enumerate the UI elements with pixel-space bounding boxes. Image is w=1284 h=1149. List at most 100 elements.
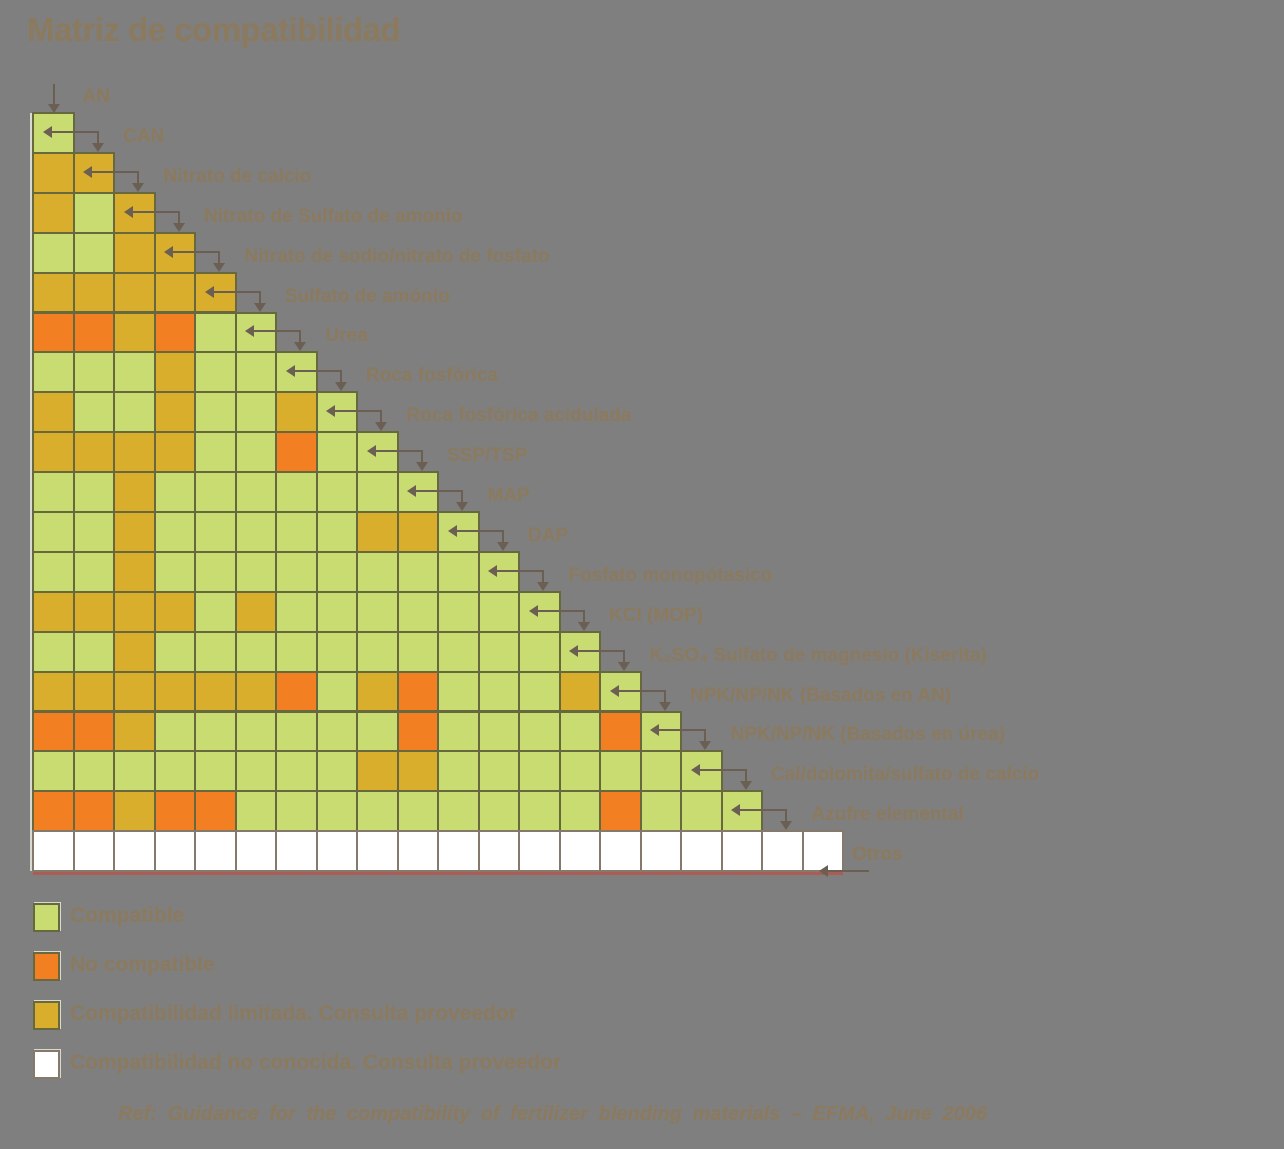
- arrowhead-down-icon: [618, 661, 630, 671]
- matrix-cell: [32, 550, 75, 593]
- matrix-cell: [153, 550, 196, 593]
- matrix-cell: [32, 630, 75, 673]
- matrix-cell: [477, 750, 520, 793]
- arrowhead-left-icon: [123, 205, 133, 218]
- matrix-cell: [356, 431, 399, 474]
- arrow-line: [414, 490, 463, 492]
- matrix-cell: [194, 550, 237, 593]
- legend-swatch-green: [33, 903, 60, 932]
- arrowhead-down-icon: [132, 182, 144, 192]
- matrix-cell: [315, 391, 358, 434]
- material-label: SSP/TSP: [447, 445, 528, 467]
- matrix-cell: [315, 710, 358, 753]
- matrix-cell: [356, 471, 399, 513]
- matrix-cell: [113, 511, 156, 553]
- matrix-cell: [234, 550, 277, 593]
- arrowhead-down-icon: [739, 781, 752, 791]
- matrix-cell: [315, 830, 358, 873]
- matrix-cell: [153, 590, 196, 633]
- matrix-cell: [275, 790, 318, 833]
- matrix-cell: [275, 431, 318, 474]
- arrowhead-down-icon: [780, 821, 792, 831]
- matrix-cell: [72, 511, 115, 553]
- material-label: Nitrato de sodio/nitrato de fosfato: [244, 245, 550, 267]
- matrix-cell: [113, 550, 156, 593]
- matrix-cell: [153, 511, 196, 553]
- matrix-cell: [518, 590, 561, 633]
- matrix-cell: [315, 550, 358, 593]
- legend-label: Compatible: [70, 904, 185, 927]
- arrowhead-left-icon: [731, 804, 740, 817]
- arrowhead-left-icon: [650, 724, 659, 737]
- matrix-cell: [275, 351, 318, 394]
- matrix-cell: [194, 790, 237, 833]
- matrix-cell: [315, 670, 358, 713]
- legend-label: Compatibilidad no conocida. Consulta pro…: [70, 1051, 562, 1074]
- matrix-cell: [356, 590, 399, 633]
- matrix-cell: [396, 830, 439, 873]
- matrix-cell: [234, 590, 277, 633]
- matrix-cell: [275, 471, 318, 513]
- matrix-cell: [477, 710, 520, 753]
- matrix-cell: [32, 191, 75, 234]
- legend-label: Compatibilidad limitada. Consulta provee…: [70, 1002, 517, 1025]
- matrix-cell: [153, 750, 196, 793]
- matrix-cell: [153, 351, 196, 394]
- material-label: Roca fosfórica: [366, 365, 498, 387]
- matrix-cell: [275, 830, 318, 873]
- arrow-line: [258, 290, 261, 304]
- matrix-cell: [437, 750, 480, 793]
- matrix-cell: [194, 511, 237, 553]
- matrix-cell: [153, 231, 196, 274]
- matrix-cell: [396, 590, 439, 633]
- matrix-cell: [234, 391, 277, 434]
- matrix-cell: [32, 830, 75, 873]
- matrix-cell: [32, 311, 75, 354]
- matrix-cell: [194, 710, 237, 753]
- matrix-cell: [72, 431, 115, 474]
- arrowhead-down-icon: [699, 741, 711, 751]
- matrix-cell: [477, 590, 520, 633]
- matrix-cell: [72, 271, 115, 314]
- matrix-cell: [356, 710, 399, 753]
- matrix-cell: [32, 391, 75, 434]
- arrowhead-left-icon: [164, 245, 173, 258]
- matrix-cell: [558, 630, 601, 673]
- matrix-cell: [680, 750, 723, 793]
- matrix-cell: [72, 550, 115, 593]
- matrix-cell: [234, 311, 277, 354]
- material-label: AN: [82, 86, 110, 107]
- matrix-cell: [32, 112, 75, 154]
- matrix-cell: [72, 351, 115, 394]
- arrowhead-down-icon: [253, 302, 266, 312]
- matrix-cell: [113, 431, 156, 474]
- matrix-cell: [518, 670, 561, 713]
- matrix-cell: [315, 511, 358, 553]
- matrix-cell: [153, 670, 196, 713]
- matrix-cell: [234, 830, 277, 873]
- legend-label: No compatible: [70, 953, 215, 976]
- arrow-line: [339, 370, 342, 384]
- matrix-cell: [356, 830, 399, 873]
- matrix-cell: [356, 750, 399, 793]
- matrix-cell: [194, 630, 237, 673]
- material-label: NPK/NP/NK (Basados en úrea): [730, 724, 1006, 746]
- matrix-cell: [437, 511, 480, 553]
- matrix-cell: [315, 471, 358, 513]
- arrow-line: [785, 809, 787, 823]
- matrix-cell: [720, 790, 763, 833]
- matrix-cell: [72, 231, 115, 274]
- matrix-cell: [153, 271, 196, 314]
- material-label: Urea: [325, 325, 368, 347]
- matrix-cell: [396, 630, 439, 673]
- arrow-line: [292, 370, 342, 373]
- matrix-cell: [639, 830, 682, 873]
- matrix-cell: [32, 710, 75, 753]
- matrix-cell: [356, 670, 399, 713]
- matrix-cell: [518, 630, 561, 673]
- arrowhead-down-icon: [294, 342, 306, 352]
- arrow-line: [420, 450, 423, 464]
- material-label: NPK/NP/NK (Basados en AN): [690, 684, 952, 706]
- matrix-cell: [599, 750, 642, 793]
- material-label: Cal/dolomita/sulfato de calcio: [771, 764, 1040, 786]
